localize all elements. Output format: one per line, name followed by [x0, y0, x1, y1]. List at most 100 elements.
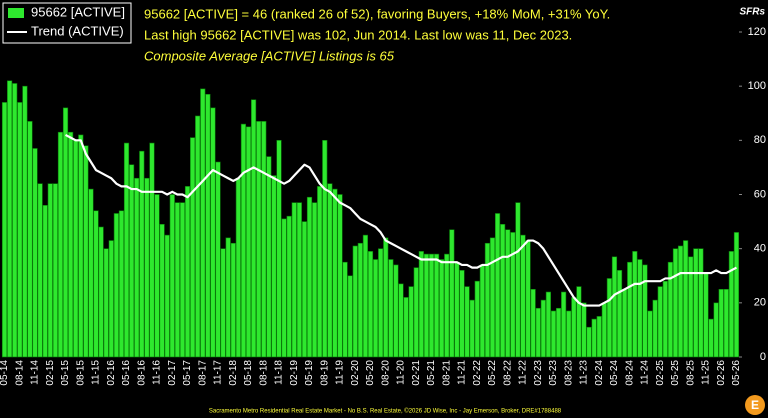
bar: [215, 161, 221, 358]
bar: [22, 85, 28, 358]
bar: [561, 291, 567, 358]
bar: [37, 183, 43, 358]
x-tick-label: 02-21: [411, 360, 422, 386]
bar: [642, 264, 648, 358]
bar: [479, 264, 485, 358]
bar: [200, 88, 206, 358]
x-tick-label: 11-22: [518, 360, 529, 385]
bar: [576, 286, 582, 358]
bar: [484, 242, 490, 358]
bar: [73, 140, 79, 358]
x-tick-label: 05-22: [487, 360, 498, 386]
logo: E: [745, 395, 765, 415]
bar: [306, 196, 313, 358]
bar: [372, 259, 379, 358]
x-tick-label: 02-20: [350, 360, 361, 386]
bar: [230, 242, 236, 358]
bar: [408, 286, 414, 358]
bar: [383, 237, 389, 358]
bar: [535, 307, 541, 358]
x-tick-label: 08-16: [136, 360, 147, 386]
bar: [733, 232, 740, 358]
bar: [68, 131, 74, 358]
bar: [159, 223, 165, 358]
bar: [184, 186, 191, 358]
bar: [1, 102, 8, 358]
bar: [322, 140, 328, 358]
bar: [312, 202, 318, 358]
bar: [606, 278, 612, 358]
bar: [12, 83, 18, 358]
bar: [174, 202, 180, 358]
bar: [225, 237, 231, 358]
bar: [581, 302, 587, 358]
x-tick-label: 08-15: [75, 360, 86, 386]
bar: [500, 223, 506, 358]
x-tick-label: 08-17: [197, 360, 208, 386]
bar: [698, 248, 704, 358]
bar: [464, 286, 470, 358]
x-tick-label: 11-15: [91, 360, 102, 385]
x-tick-label: 11-19: [335, 360, 346, 385]
x-tick-label: 02-23: [533, 360, 544, 386]
bar: [296, 202, 302, 358]
x-tick-label: 05-14: [0, 360, 10, 386]
bar: [723, 288, 729, 358]
x-tick-label: 02-25: [655, 360, 666, 386]
bar: [245, 126, 252, 358]
bar: [47, 183, 53, 358]
x-tick-label: 08-19: [319, 360, 330, 386]
bar: [469, 299, 475, 358]
bar: [362, 234, 369, 358]
bar: [683, 240, 689, 358]
bar: [601, 302, 607, 358]
x-tick-label: 05-19: [304, 360, 315, 386]
bar: [454, 261, 460, 358]
annotation: Last high 95662 [ACTIVE] was 102, Jun 20…: [144, 27, 572, 42]
x-tick-label: 05-17: [182, 360, 193, 386]
x-tick-label: 11-18: [274, 360, 285, 385]
bar: [586, 326, 592, 358]
x-tick-label: 05-21: [426, 360, 437, 386]
bar: [7, 80, 13, 358]
y-tick-label: 120: [748, 26, 766, 38]
bar: [510, 232, 516, 358]
x-tick-label: 02-18: [228, 360, 239, 386]
bar: [256, 121, 262, 358]
bar: [540, 299, 546, 358]
bar: [57, 131, 64, 358]
bar: [555, 307, 562, 358]
x-tick-label: 05-15: [60, 360, 71, 386]
bar: [123, 142, 130, 358]
x-tick-label: 08-22: [502, 360, 513, 386]
bar: [281, 218, 287, 358]
bar: [591, 318, 597, 358]
x-tick-label: 08-20: [380, 360, 391, 386]
annotation: Composite Average [ACTIVE] Listings is 6…: [144, 48, 395, 63]
bar: [388, 259, 394, 358]
x-tick-label: 02-26: [716, 360, 727, 386]
bar: [17, 102, 23, 358]
x-tick-label: 08-24: [624, 360, 635, 386]
bar: [688, 256, 694, 358]
x-tick-label: 05-23: [548, 360, 559, 386]
bar: [164, 234, 170, 358]
x-tick-label: 05-16: [121, 360, 132, 386]
logo-circle: [745, 395, 765, 415]
bar: [332, 188, 338, 358]
bar: [342, 261, 348, 358]
bar: [378, 248, 384, 358]
bar: [693, 248, 699, 358]
x-tick-label: 11-20: [396, 360, 407, 385]
bar: [494, 213, 501, 358]
bar: [703, 272, 709, 358]
bar: [337, 194, 343, 358]
bar: [566, 310, 572, 358]
trend-line: [65, 133, 737, 307]
bar: [728, 251, 734, 358]
x-tick-label: 11-23: [579, 360, 590, 385]
bar: [118, 210, 125, 358]
bar: [169, 194, 175, 358]
bar: [627, 261, 633, 358]
